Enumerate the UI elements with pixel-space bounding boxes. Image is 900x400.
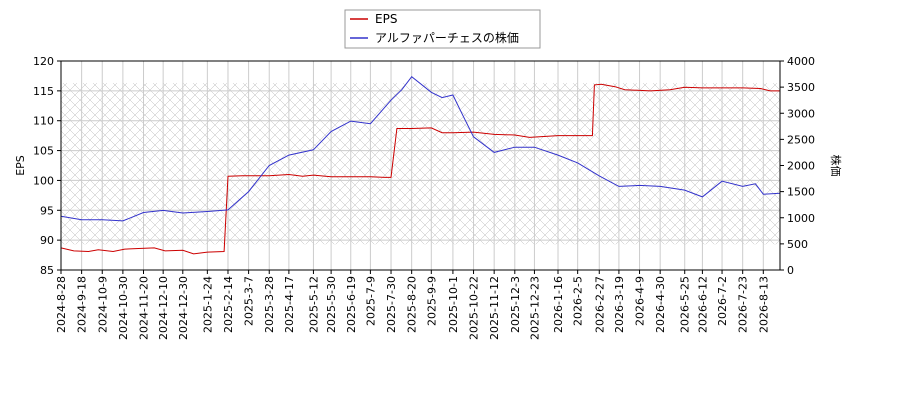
x-tick-label: 2025-11-12 (488, 276, 501, 340)
left-tick-label: 105 (33, 145, 54, 158)
x-tick-label: 2024-12-30 (177, 276, 190, 340)
x-tick-label: 2026-5-25 (679, 276, 692, 333)
x-tick-label: 2026-2-5 (572, 276, 585, 326)
x-tick-label: 2025-4-17 (283, 276, 296, 333)
x-tick-label: 2025-5-30 (325, 276, 338, 333)
legend-label-eps: EPS (375, 12, 397, 26)
x-tick-label: 2024-10-30 (117, 276, 130, 340)
left-tick-label: 85 (40, 264, 54, 277)
series-layer (60, 75, 781, 255)
x-tick-label: 2024-9-18 (76, 276, 89, 333)
left-tick-label: 95 (40, 204, 54, 217)
right-tick-label: 3500 (787, 81, 815, 94)
x-tick-label: 2025-7-30 (385, 276, 398, 333)
eps-line (60, 83, 780, 255)
legend-label-stock-price: アルファパーチェスの株価 (375, 30, 519, 45)
hatched-band (61, 83, 780, 245)
x-tick-label: 2026-7-2 (716, 276, 729, 326)
right-tick-label: 1500 (787, 186, 815, 199)
legend-box (344, 9, 541, 49)
x-tick-label: 2025-10-22 (468, 276, 481, 340)
legend: EPS アルファパーチェスの株価 (344, 9, 541, 49)
x-tick-label: 2026-4-9 (634, 276, 647, 326)
right-tick-label: 3000 (787, 107, 815, 120)
right-tick-label: 500 (787, 238, 808, 251)
x-tick-label: 2025-6-19 (345, 276, 358, 333)
x-tick-label: 2024-10-9 (96, 276, 109, 333)
left-tick-label: 120 (33, 55, 54, 68)
left-tick-label: 110 (33, 115, 54, 128)
x-tick-label: 2026-6-12 (696, 276, 709, 333)
x-tick-label: 2024-12-10 (157, 276, 170, 340)
x-tick-label: 2026-4-30 (654, 276, 667, 333)
x-tick-label: 2026-3-19 (613, 276, 626, 333)
x-tick-label: 2025-12-3 (509, 276, 522, 333)
right-tick-label: 1000 (787, 212, 815, 225)
x-tick-label: 2025-8-20 (406, 276, 419, 333)
x-tick-label: 2026-2-27 (593, 276, 606, 333)
stock-price-line (60, 75, 781, 222)
plot-background (61, 61, 780, 270)
x-tick-label: 2024-11-20 (138, 276, 151, 340)
x-tick-label: 2025-1-24 (201, 276, 214, 333)
left-axis-ticks: 120 115 110 105 100 95 90 85 (33, 55, 61, 277)
x-tick-label: 2025-10-1 (447, 276, 460, 333)
x-tick-label: 2025-3-7 (243, 276, 256, 326)
x-axis-ticks: 2024-8-28 2024-9-18 2024-10-9 2024-10-30 202… (55, 270, 770, 340)
left-axis-label: EPS (14, 155, 27, 176)
right-tick-label: 4000 (787, 55, 815, 68)
right-tick-label: 0 (787, 264, 794, 277)
left-tick-label: 90 (40, 234, 54, 247)
right-axis-ticks: 4000 3500 3000 2500 2000 1500 1000 500 0 (780, 55, 815, 277)
x-tick-label: 2025-12-23 (528, 276, 541, 340)
x-tick-label: 2025-3-28 (263, 276, 276, 333)
x-tick-label: 2026-8-13 (757, 276, 770, 333)
x-tick-label: 2026-1-16 (552, 276, 565, 333)
x-tick-label: 2025-7-9 (364, 276, 377, 326)
x-tick-label: 2025-5-12 (307, 276, 320, 333)
x-tick-label: 2025-2-14 (222, 276, 235, 333)
x-tick-label: 2025-9-9 (425, 276, 438, 326)
x-tick-label: 2024-8-28 (55, 276, 68, 333)
right-axis-label: 株価 (829, 155, 843, 177)
left-tick-label: 115 (33, 85, 54, 98)
right-tick-label: 2500 (787, 133, 815, 146)
right-tick-label: 2000 (787, 160, 815, 173)
x-tick-label: 2026-7-23 (737, 276, 750, 333)
left-tick-label: 100 (33, 174, 54, 187)
